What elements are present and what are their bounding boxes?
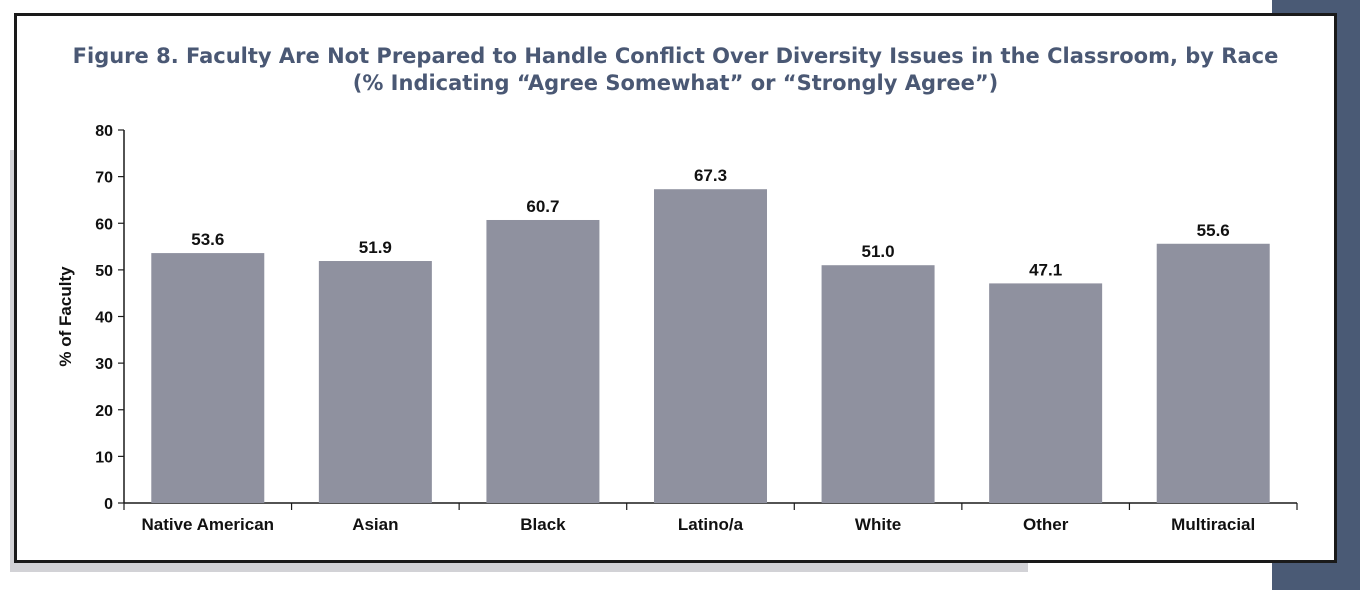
bar: [989, 283, 1103, 503]
bar: [486, 219, 600, 503]
x-category-label: Multiracial: [1171, 515, 1255, 534]
bar: [1156, 243, 1270, 503]
y-tick-label: 60: [95, 216, 113, 233]
y-tick-label: 30: [95, 356, 113, 373]
bar-value-label: 47.1: [1029, 260, 1062, 279]
x-category-label: Other: [1023, 515, 1069, 534]
chart-subtitle: (% Indicating “Agree Somewhat” or “Stron…: [352, 71, 999, 95]
bar-value-label: 60.7: [526, 197, 559, 216]
x-category-label: White: [855, 515, 901, 534]
y-tick-label: 50: [95, 263, 113, 280]
x-category-label: Latino/a: [678, 515, 744, 534]
y-tick-label: 80: [95, 123, 113, 140]
y-tick-label: 70: [95, 170, 113, 187]
bar-value-label: 55.6: [1197, 221, 1230, 240]
chart-title: Figure 8. Faculty Are Not Prepared to Ha…: [72, 44, 1279, 68]
y-axis-title: % of Faculty: [56, 266, 75, 367]
bar: [654, 189, 767, 503]
bar-value-label: 51.0: [862, 242, 895, 261]
bar: [151, 253, 265, 503]
y-tick-label: 40: [95, 310, 113, 327]
bar-value-label: 53.6: [191, 230, 224, 249]
bar-value-label: 67.3: [694, 166, 727, 185]
y-tick-label: 0: [104, 496, 113, 513]
y-tick-label: 10: [95, 449, 113, 466]
y-tick-label: 20: [95, 403, 113, 420]
bar-value-label: 51.9: [359, 238, 392, 257]
x-category-label: Native American: [141, 515, 274, 534]
x-category-label: Black: [520, 515, 566, 534]
bar: [318, 261, 432, 503]
x-category-label: Asian: [352, 515, 398, 534]
bar: [821, 265, 935, 503]
